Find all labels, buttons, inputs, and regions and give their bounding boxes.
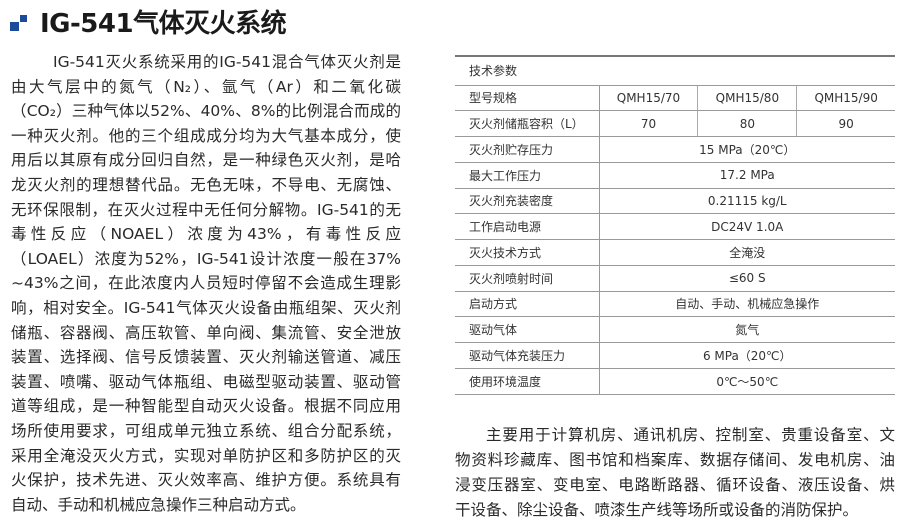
table-header-row: 技术参数 <box>455 55 895 86</box>
table-row: 灭火剂储瓶容积（L） 70 80 90 <box>455 110 895 137</box>
text-line: （LOAEL）浓度为52%，IG-541设计浓度一般在37% <box>11 249 401 268</box>
table-row: 工作启动电源 DC24V 1.0A <box>455 213 895 240</box>
page-title: IG-541气体灭火系统 <box>40 8 287 39</box>
tech-params-table: 技术参数 型号规格 QMH15/70 QMH15/80 QMH15/90 灭火剂… <box>455 55 895 395</box>
text-line: 采用全淹没灭火方式，实现对单防护区和多防护区的灭 <box>11 446 401 465</box>
page-header: IG-541气体灭火系统 <box>10 4 287 39</box>
table-row: 使用环境温度 0℃～50℃ <box>455 368 895 395</box>
text-line: 干设备、除尘设备、喷漆生产线等场所或设备的消防保护。 <box>455 501 859 519</box>
table-row: 型号规格 QMH15/70 QMH15/80 QMH15/90 <box>455 85 895 112</box>
row-value: DC24V 1.0A <box>599 213 895 240</box>
row-label: 型号规格 <box>455 85 600 112</box>
blue-squares-icon <box>10 14 28 32</box>
table-header: 技术参数 <box>455 55 895 86</box>
text-line: 装置、喷嘴、驱动气体瓶组、电磁型驱动装置、驱动管 <box>11 372 401 391</box>
text-line: 道等组成，是一种智能型自动灭火设备。根据不同应用 <box>11 397 401 416</box>
row-value: 15 MPa（20℃） <box>599 136 895 163</box>
row-label: 使用环境温度 <box>455 368 600 395</box>
text-line: （CO₂）三种气体以52%、40%、8%的比例混合而成的 <box>11 102 401 121</box>
volume-cell: 80 <box>697 110 798 137</box>
row-value: 氮气 <box>599 316 895 343</box>
text-line: 主要用于计算机房、通讯机房、控制室、贵重设备室、文 <box>486 426 895 444</box>
row-label: 灭火剂储瓶容积（L） <box>455 110 600 137</box>
table-row: 灭火技术方式 全淹没 <box>455 239 895 266</box>
row-label: 灭火剂贮存压力 <box>455 136 600 163</box>
text-line: 自动、手动和机械应急操作三种启动方式。 <box>11 495 306 514</box>
model-cell: QMH15/70 <box>599 85 699 112</box>
usage-paragraph: 主要用于计算机房、通讯机房、控制室、贵重设备室、文物资料珍藏库、图书馆和档案库、… <box>455 423 895 523</box>
volume-cell: 70 <box>599 110 699 137</box>
table-row: 灭火剂充装密度 0.21115 kg/L <box>455 188 895 215</box>
table-row: 驱动气体充装压力 6 MPa（20℃） <box>455 342 895 369</box>
text-line: 火保护，技术先进、灭火效率高、维护方便。系统具有 <box>11 471 401 490</box>
table-row: 启动方式 自动、手动、机械应急操作 <box>455 291 895 318</box>
text-line: 物资料珍藏库、图书馆和档案库、数据存储间、发电机房、油 <box>455 451 895 469</box>
row-label: 工作启动电源 <box>455 213 600 240</box>
row-label: 灭火剂充装密度 <box>455 188 600 215</box>
row-label: 驱动气体 <box>455 316 600 343</box>
text-line: 响，相对安全。IG-541气体灭火设备由瓶组架、灭火剂 <box>11 298 401 317</box>
text-line: 龙灭火剂的理想替代品。无色无味，不导电、无腐蚀、 <box>11 175 401 194</box>
text-line: 场所使用要求，可组成单元独立系统、组合分配系统， <box>11 421 401 440</box>
text-line: 一种灭火剂。他的三个组成成分均为大气基本成分，使 <box>11 126 401 145</box>
model-cell: QMH15/90 <box>796 85 895 112</box>
row-value: 17.2 MPa <box>599 162 895 189</box>
text-line: 储瓶、容器阀、高压软管、单向阀、集流管、安全泄放 <box>11 323 401 342</box>
row-value: 6 MPa（20℃） <box>599 342 895 369</box>
row-label: 灭火技术方式 <box>455 239 600 266</box>
row-value: 0.21115 kg/L <box>599 188 895 215</box>
text-line: 毒性反应（NOAEL）浓度为43%，有毒性反应 <box>11 225 401 244</box>
intro-paragraph: IG-541灭火系统采用的IG-541混合气体灭火剂是由大气层中的氮气（N₂）、… <box>11 50 401 517</box>
row-value: 0℃～50℃ <box>599 368 895 395</box>
text-line: IG-541灭火系统采用的IG-541混合气体灭火剂是 <box>53 53 401 71</box>
text-line: 装置、选择阀、信号反馈装置、灭火剂输送管道、减压 <box>11 348 401 367</box>
table-row: 驱动气体 氮气 <box>455 316 895 343</box>
text-line: 无环保限制，在灭火过程中无任何分解物。IG-541的无 <box>11 200 401 219</box>
text-line: ~43%之间，在此浓度内人员短时停留不会造成生理影 <box>11 274 401 293</box>
row-value: 全淹没 <box>599 239 895 266</box>
row-label: 最大工作压力 <box>455 162 600 189</box>
text-line: 由大气层中的氮气（N₂）、氩气（Ar）和二氧化碳 <box>11 77 401 96</box>
table-row: 灭火剂贮存压力 15 MPa（20℃） <box>455 136 895 163</box>
row-label: 驱动气体充装压力 <box>455 342 600 369</box>
volume-cell: 90 <box>796 110 895 137</box>
row-value: ≤60 S <box>599 265 895 292</box>
text-line: 用后以其原有成分回归自然，是一种绿色灭火剂，是哈 <box>11 151 401 170</box>
row-label: 灭火剂喷射时间 <box>455 265 600 292</box>
model-cell: QMH15/80 <box>697 85 798 112</box>
table-row: 灭火剂喷射时间 ≤60 S <box>455 265 895 292</box>
text-line: 浸变压器室、变电室、电路断路器、循环设备、液压设备、烘 <box>455 476 895 494</box>
table-row: 最大工作压力 17.2 MPa <box>455 162 895 189</box>
row-label: 启动方式 <box>455 291 600 318</box>
row-value: 自动、手动、机械应急操作 <box>599 291 895 318</box>
